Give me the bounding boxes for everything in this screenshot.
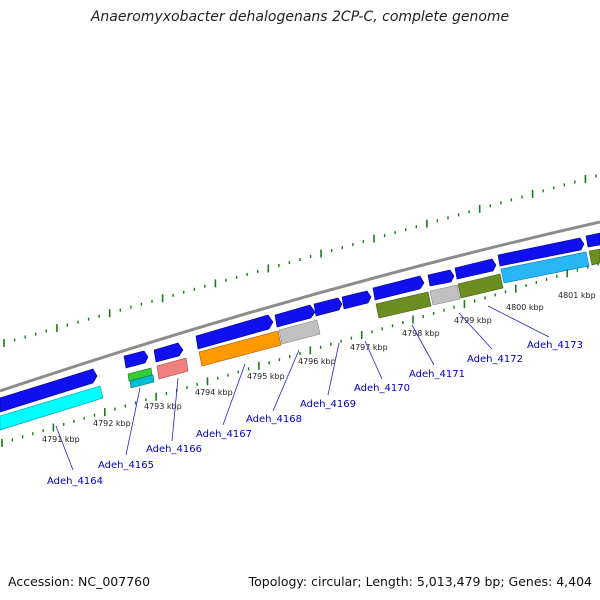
gene-label-adeh-4169[interactable]: Adeh_4169 [300, 399, 356, 410]
cog-rna-4164[interactable] [0, 385, 104, 431]
cog-gray-4172[interactable] [429, 284, 461, 306]
kbp-labels: 4791 kbp 4792 kbp 4793 kbp 4794 kbp 4795… [42, 291, 596, 444]
label-leader-lines [55, 305, 550, 471]
leader-line [272, 349, 300, 412]
leader-line [171, 377, 179, 442]
kbp-label: 4798 kbp [402, 329, 440, 338]
gene-cds-adeh-4167[interactable] [195, 314, 274, 350]
leader-line [125, 387, 141, 456]
gene-cds-adeh-4170[interactable] [341, 290, 372, 310]
cog-olive-4174[interactable] [588, 248, 600, 266]
leader-line [55, 425, 74, 471]
gene-label-adeh-4172[interactable]: Adeh_4172 [467, 354, 523, 365]
topology-text: Topology: circular; Length: 5,013,479 bp… [248, 574, 592, 589]
gene-label-adeh-4171[interactable]: Adeh_4171 [409, 369, 465, 380]
outer-tick-row [3, 174, 597, 347]
gene-labels: Adeh_4164 Adeh_4165 Adeh_4166 Adeh_4167 … [47, 340, 583, 487]
gene-cds-adeh-4164[interactable] [0, 368, 98, 413]
cog-olive-4172[interactable] [457, 273, 504, 299]
gene-cds-adeh-4166[interactable] [153, 342, 184, 363]
leader-line [411, 324, 435, 366]
gene-cds-adeh-4172b[interactable] [454, 258, 497, 280]
gene-cds-adeh-4173[interactable] [497, 237, 585, 267]
leader-line [364, 340, 383, 380]
cog-gray-4168[interactable] [278, 319, 321, 345]
gene-label-adeh-4164[interactable]: Adeh_4164 [47, 476, 103, 487]
kbp-label: 4801 kbp [558, 291, 596, 300]
inner-tick-row [1, 262, 599, 447]
gene-cds-adeh-4169[interactable] [313, 297, 343, 317]
kbp-label: 4797 kbp [350, 343, 388, 352]
kbp-label: 4794 kbp [195, 388, 233, 397]
leader-line [222, 363, 246, 426]
gene-cds-adeh-4165[interactable] [123, 350, 149, 369]
gene-cds-adeh-4171[interactable] [372, 275, 425, 301]
cog-orange-4167[interactable] [198, 330, 282, 367]
gene-label-adeh-4166[interactable]: Adeh_4166 [146, 444, 202, 455]
leader-line [458, 312, 493, 350]
cog-pink-4166[interactable] [156, 357, 189, 380]
gene-label-adeh-4170[interactable]: Adeh_4170 [354, 383, 410, 394]
gene-label-adeh-4167[interactable]: Adeh_4167 [196, 429, 252, 440]
genome-backbone [0, 220, 600, 393]
gene-cds-adeh-4172a[interactable] [427, 269, 455, 287]
leader-line [327, 342, 340, 396]
cog-teal-4173[interactable] [500, 251, 590, 284]
kbp-label: 4800 kbp [506, 303, 544, 312]
kbp-label: 4795 kbp [247, 372, 285, 381]
kbp-label: 4799 kbp [454, 316, 492, 325]
cog-ring [0, 248, 600, 431]
cog-olive-4171[interactable] [375, 291, 432, 319]
kbp-label: 4793 kbp [144, 402, 182, 411]
gene-cds-adeh-4174[interactable] [585, 232, 600, 248]
accession-text: Accession: NC_007760 [8, 574, 151, 589]
gene-label-adeh-4168[interactable]: Adeh_4168 [246, 414, 302, 425]
map-title: Anaeromyxobacter dehalogenans 2CP-C, com… [90, 9, 510, 25]
gene-label-adeh-4165[interactable]: Adeh_4165 [98, 460, 154, 471]
gene-cds-adeh-4168[interactable] [274, 304, 316, 328]
cog-teal-4165[interactable] [129, 374, 155, 389]
kbp-label: 4796 kbp [298, 357, 336, 366]
gene-label-adeh-4173[interactable]: Adeh_4173 [527, 340, 583, 351]
forward-strand [0, 232, 600, 413]
kbp-label: 4792 kbp [93, 419, 131, 428]
leader-line [487, 305, 550, 338]
